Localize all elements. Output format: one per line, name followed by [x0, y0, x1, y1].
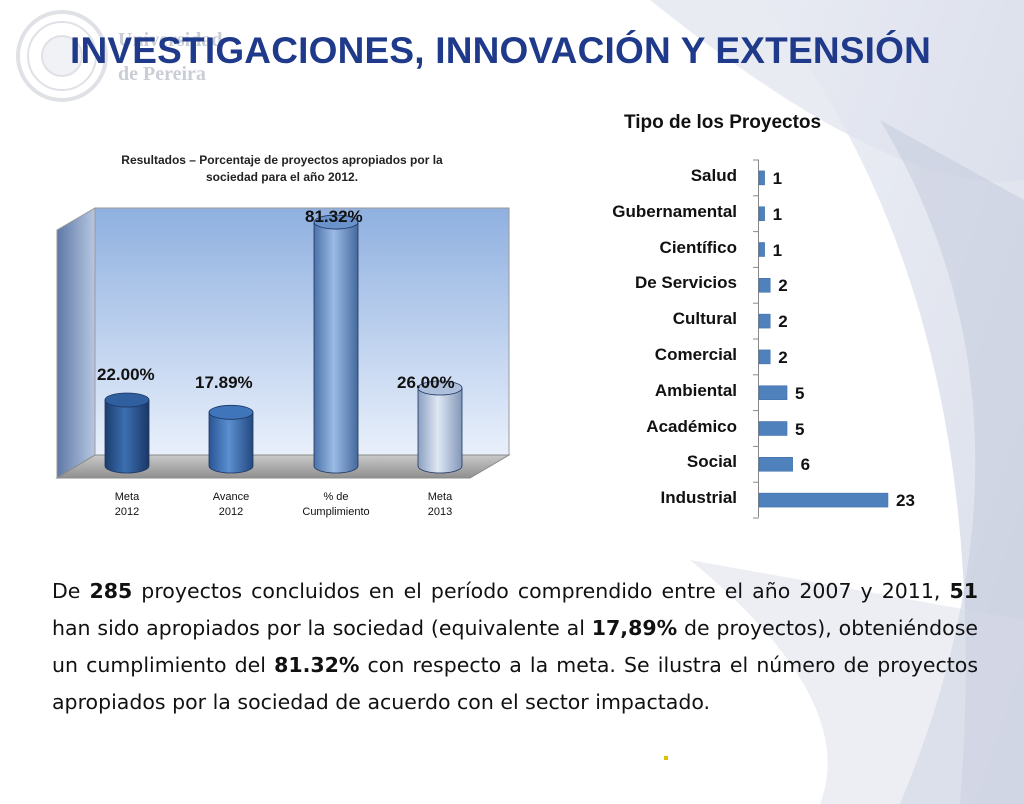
column-chart-bars [104, 214, 463, 474]
bar-value-label: 2 [778, 347, 788, 367]
column-category-label: Meta 2012 [114, 491, 140, 518]
bar [758, 421, 788, 436]
column-bar [313, 214, 359, 474]
column-bar [208, 404, 254, 474]
bar-category-label: Salud [690, 165, 737, 185]
logo-wordmark: Universidad de Pereira [118, 29, 223, 85]
bar [758, 457, 793, 472]
bar-chart-title: Tipo de los Proyectos [624, 112, 822, 133]
column-value-label: 22.00% [97, 365, 155, 384]
bar-value-label: 1 [772, 204, 783, 224]
summary-paragraph: De 285 proyectos concluidos en el períod… [52, 579, 979, 714]
column-bar [417, 380, 463, 474]
bar [758, 206, 765, 221]
column-category-label: Avance 2012 [212, 491, 250, 518]
column-category-label: Meta 2013 [427, 491, 453, 518]
column-chart-title: Resultados – Porcentaje de proyectos apr… [121, 153, 443, 184]
university-seal-logo [16, 10, 108, 102]
bar [758, 385, 788, 400]
bar-value-label: 6 [800, 455, 811, 475]
column-value-label: 26.00% [397, 373, 455, 392]
bar-value-label: 5 [795, 419, 805, 439]
column-category-label: % de Cumplimiento [302, 491, 370, 518]
bar-chart-plot [753, 159, 889, 519]
bar [758, 492, 889, 508]
bar-chart-bars [758, 170, 889, 508]
bar-value-label: 5 [795, 383, 805, 403]
bar-category-label: Industrial [660, 488, 737, 508]
bar-value-label: 1 [772, 168, 783, 188]
bar-category-label: Académico [646, 416, 737, 436]
bar-value-label: 2 [778, 276, 788, 296]
bar [758, 278, 771, 293]
column-value-label: 81.32% [305, 207, 363, 226]
bar-category-label: De Servicios [634, 273, 737, 293]
bar [758, 313, 771, 329]
bar [758, 349, 771, 365]
bar-category-label: Social [686, 452, 737, 472]
column-value-label: 17.89% [195, 373, 253, 392]
bar-value-label: 1 [772, 240, 783, 260]
bar-category-label: Comercial [654, 344, 737, 364]
bar [758, 242, 765, 257]
bar-category-label: Científico [659, 237, 737, 257]
bar-category-label: Ambiental [654, 380, 737, 400]
decorative-dot [664, 756, 668, 760]
bar-value-label: 23 [896, 491, 915, 511]
slide-title: INVESTIGACIONES, INNOVACIÓN Y EXTENSIÓN [70, 30, 932, 71]
bar-value-label: 2 [778, 312, 788, 332]
column-bar [104, 392, 150, 474]
bar-category-label: Cultural [672, 309, 737, 329]
bar-category-label: Gubernamental [612, 201, 737, 221]
bar [758, 170, 765, 186]
